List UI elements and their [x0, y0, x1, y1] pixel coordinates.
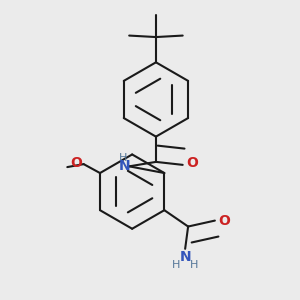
Text: O: O [70, 156, 83, 170]
Text: N: N [119, 159, 131, 173]
Text: N: N [179, 250, 191, 264]
Text: H: H [190, 260, 198, 270]
Text: H: H [119, 153, 128, 164]
Text: H: H [172, 260, 180, 270]
Text: O: O [186, 156, 198, 170]
Text: O: O [218, 214, 230, 228]
